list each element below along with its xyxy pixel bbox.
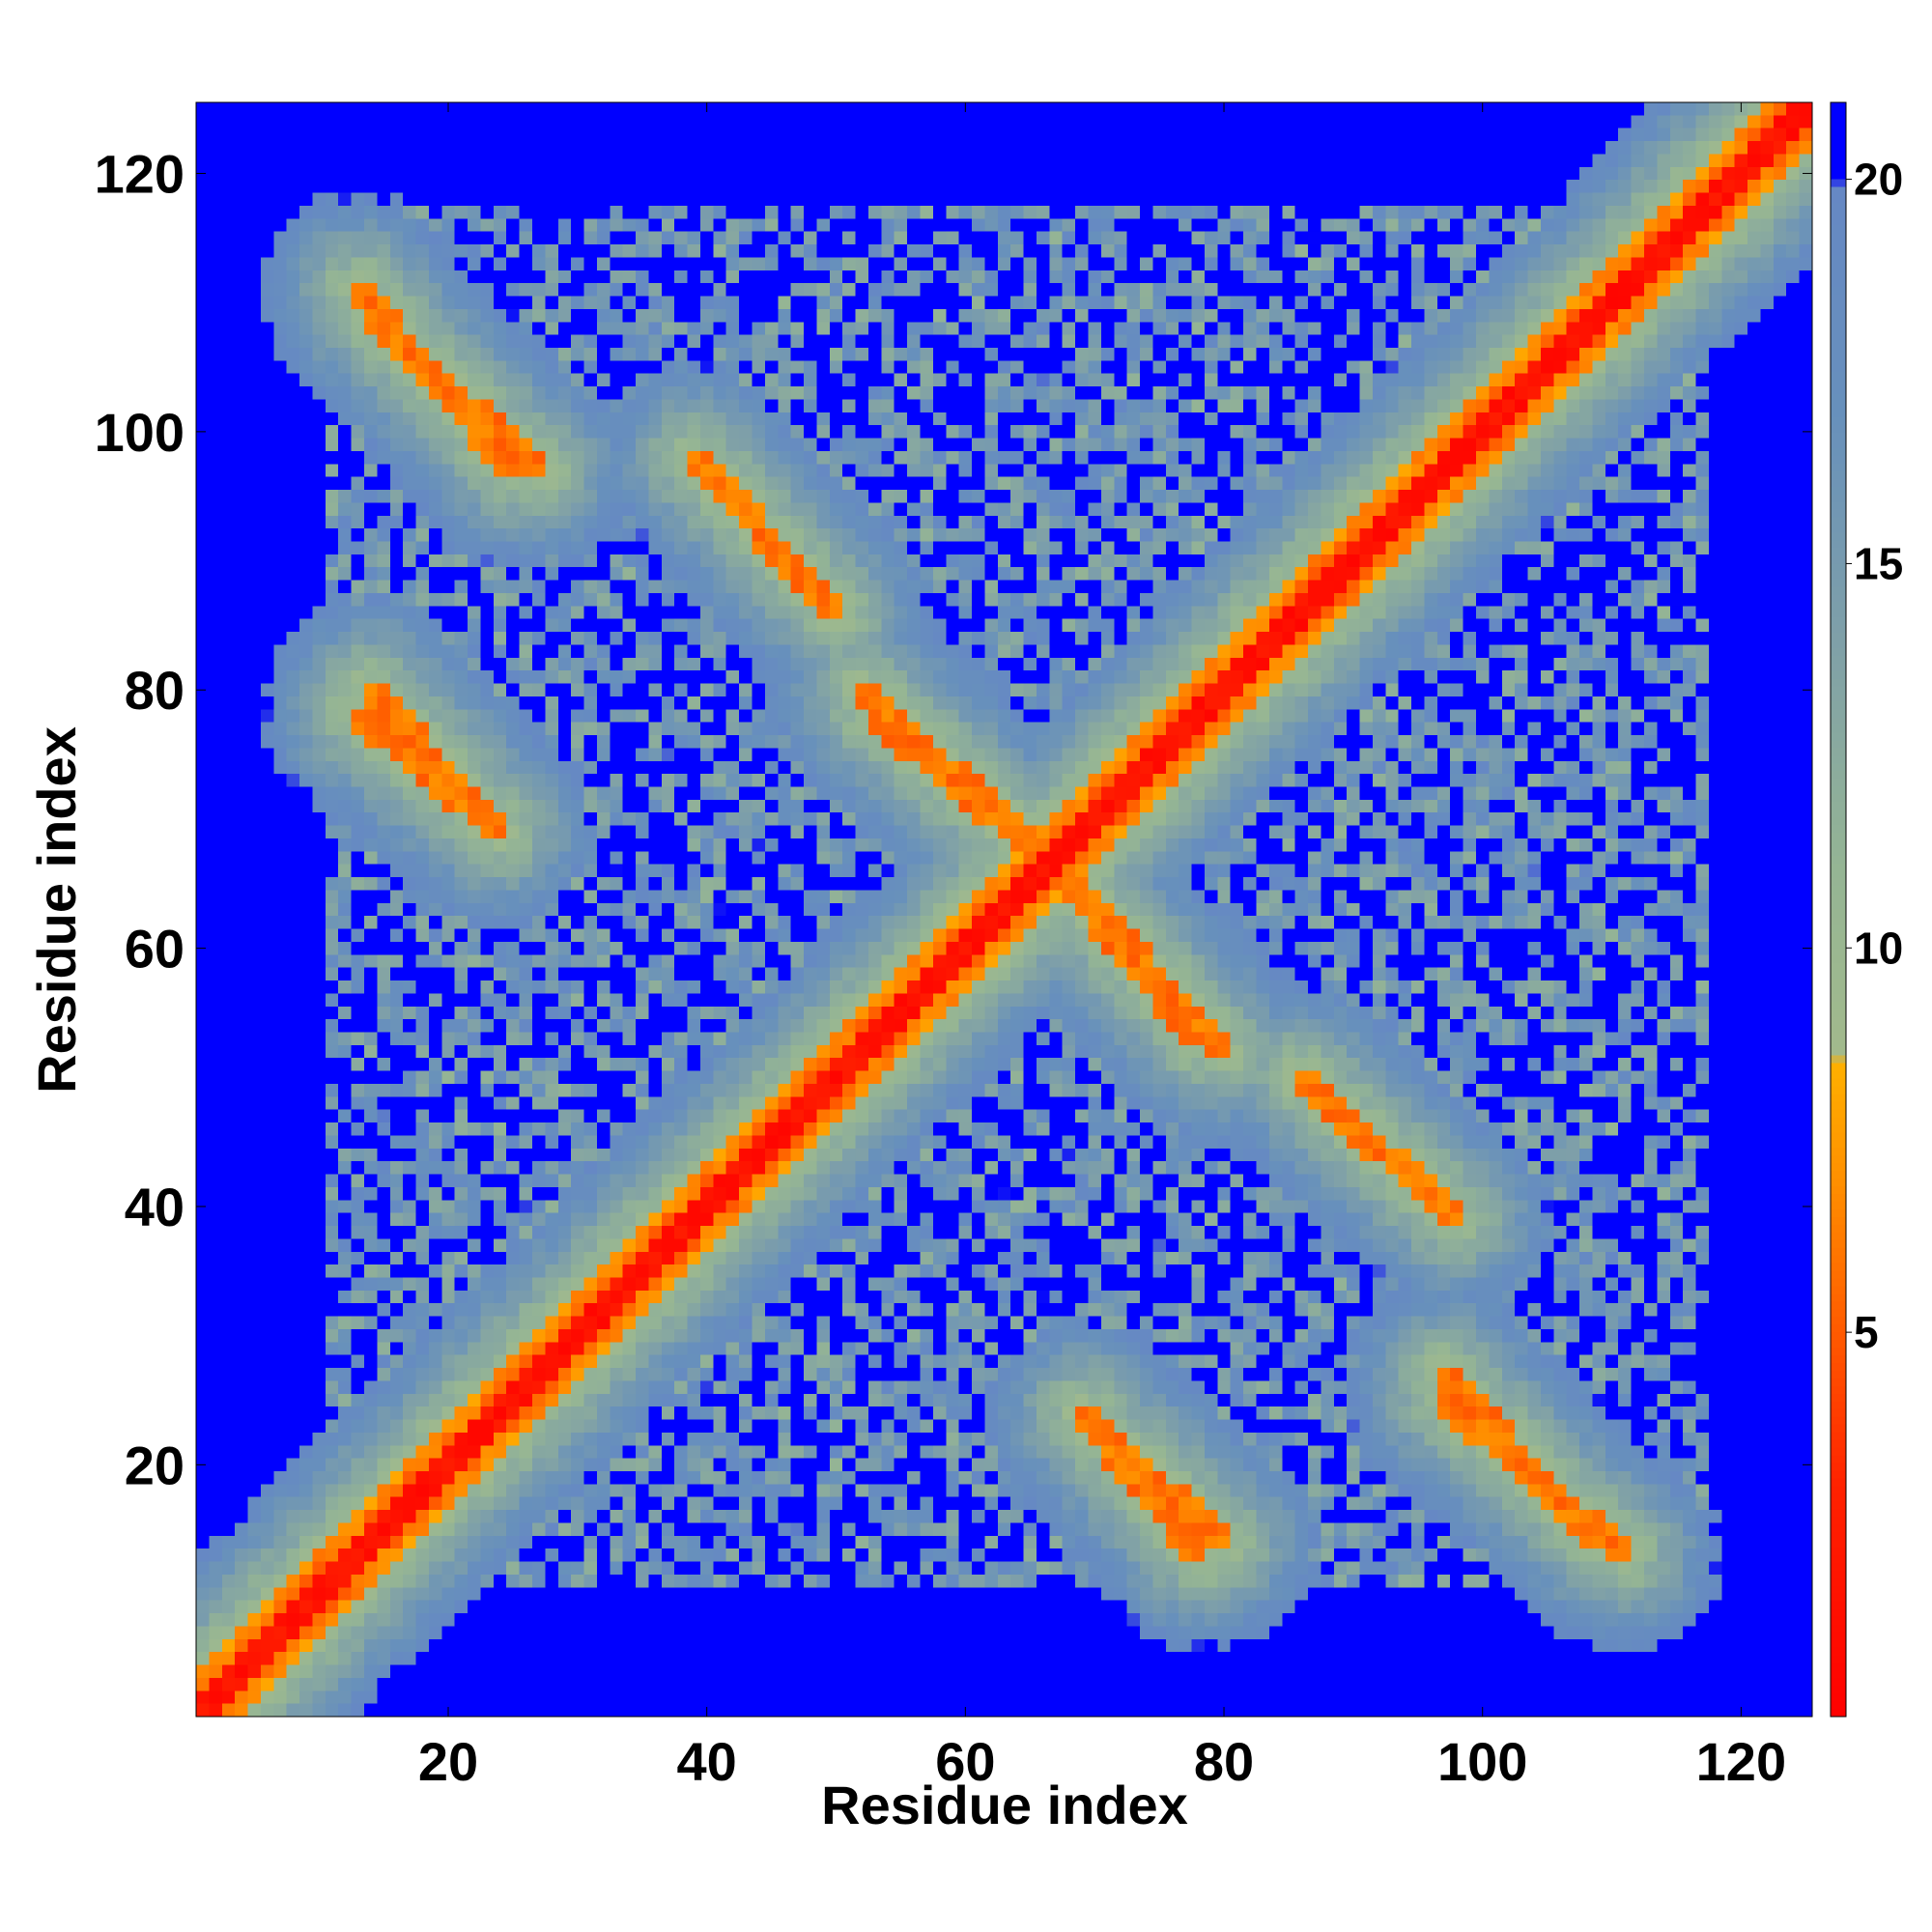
colorbar-ticks: 5 10 15 20 [1846,155,1903,1357]
x-axis-ticks: 20 40 60 80 100 120 [418,102,1786,1792]
x-tick-label: 60 [935,1731,995,1792]
y-tick-label: 60 [125,919,185,980]
x-tick-label: 120 [1696,1731,1786,1792]
y-tick-label: 20 [125,1435,185,1495]
x-tick-label: 100 [1437,1731,1527,1792]
x-tick-label: 20 [418,1731,478,1792]
y-axis-label: Residue index [26,726,87,1094]
colorbar-frame [1830,101,1847,1718]
colorbar-tick-label: 10 [1854,923,1903,973]
y-tick-label: 120 [95,144,185,205]
heatmap-plot-area [196,102,1812,1717]
colorbar-tick-label: 15 [1854,538,1903,588]
x-tick-label: 40 [677,1731,737,1792]
plot-frame [195,101,1813,1718]
y-tick-label: 80 [125,660,185,721]
colorbar-tick-label: 20 [1854,155,1903,205]
colorbar [1831,102,1846,1717]
x-tick-label: 80 [1194,1731,1254,1792]
y-axis-ticks: 20 40 60 80 100 120 [95,144,1812,1495]
y-tick-label: 40 [125,1177,185,1237]
colorbar-tick-label: 5 [1854,1307,1879,1357]
y-tick-label: 100 [95,402,185,463]
x-axis-label: Residue index [821,1775,1188,1835]
